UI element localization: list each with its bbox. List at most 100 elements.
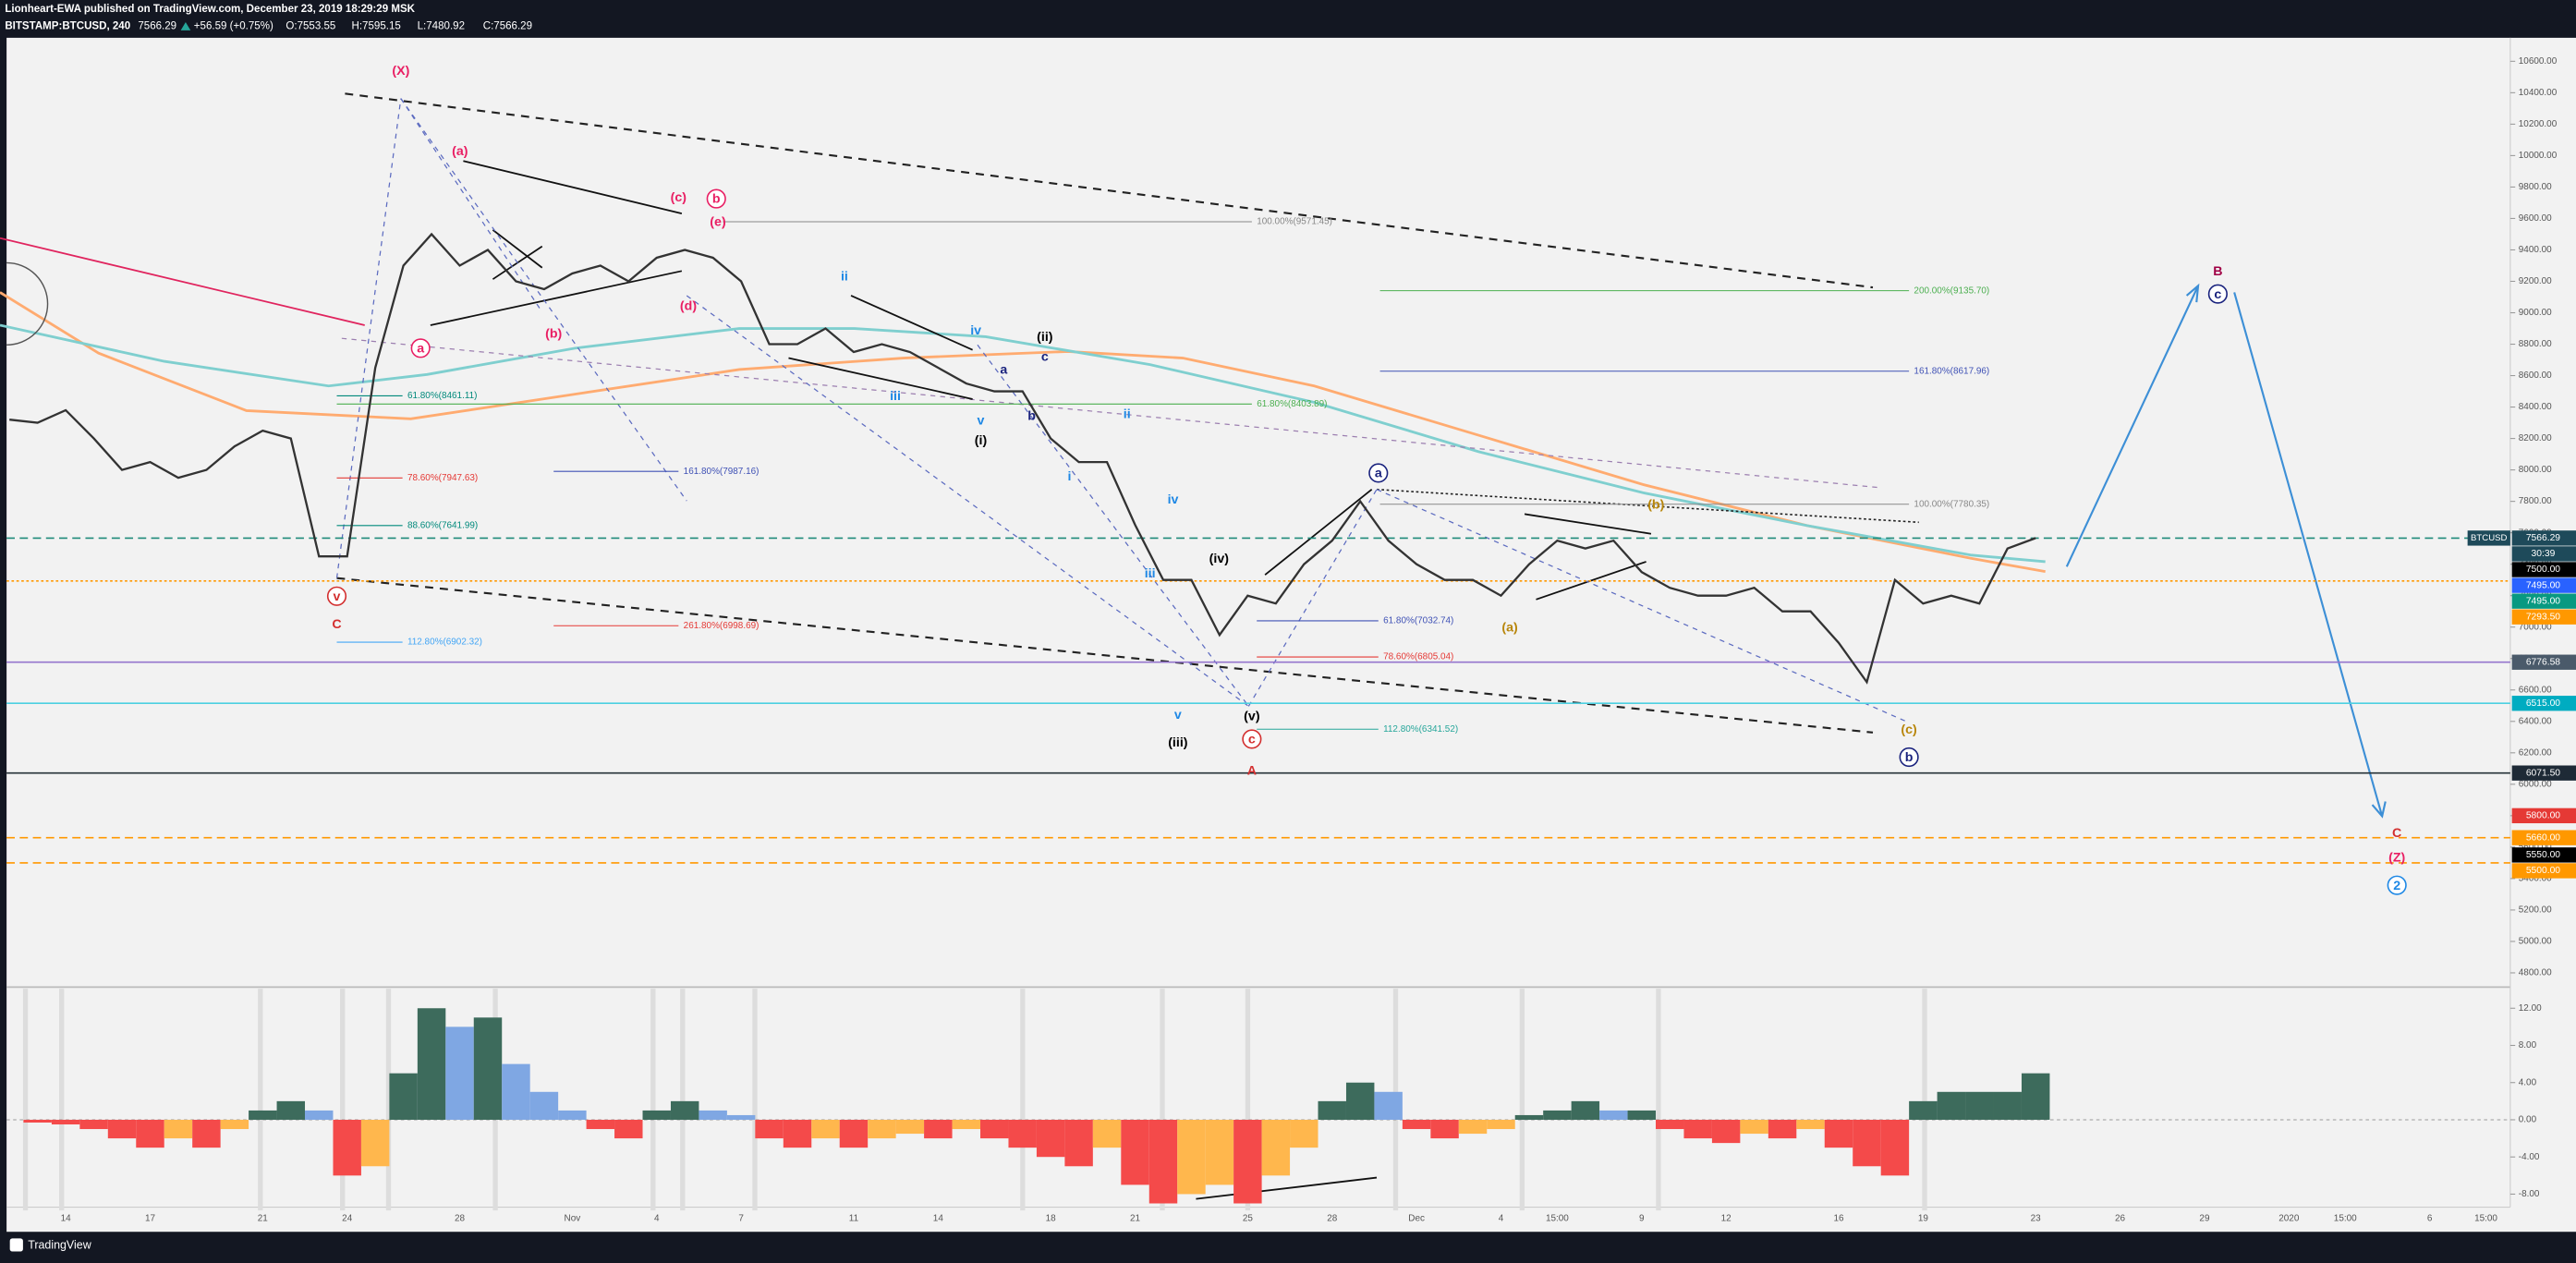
wave-label: b — [712, 192, 721, 207]
oscillator-bar — [1768, 1119, 1797, 1139]
wave-label: v — [1174, 708, 1182, 723]
wave-label: iii — [1145, 566, 1156, 581]
oscillator-bar — [2021, 1073, 2050, 1120]
oscillator-bar — [811, 1119, 840, 1139]
wave-label: A — [1247, 763, 1257, 778]
wave-label: c — [1041, 349, 1049, 364]
oscillator-bar — [23, 1119, 52, 1123]
wave-label: (X) — [392, 64, 409, 79]
wave-label: c — [1248, 733, 1256, 747]
price-tag — [2511, 562, 2576, 577]
oscillator-bar — [726, 1114, 756, 1120]
oscillator-bar — [1092, 1119, 1122, 1148]
session-band — [22, 989, 29, 1211]
x-tick-label: 17 — [145, 1214, 156, 1224]
session-band — [258, 989, 263, 1211]
x-tick-label: 6 — [2427, 1214, 2433, 1224]
wave-line — [1376, 489, 1910, 723]
wave-label: i — [1068, 469, 1072, 484]
trend-line — [0, 237, 365, 326]
wedge-line — [463, 160, 683, 214]
oscillator-bar — [924, 1119, 953, 1139]
publisher-line: Lionheart-EWA published on TradingView.c… — [5, 4, 415, 15]
x-tick-label: 14 — [61, 1214, 72, 1224]
symbol-tag-label: BTCUSD — [2471, 533, 2508, 543]
x-tick-label: 12 — [1721, 1214, 1732, 1224]
open: O:7553.55 — [286, 20, 335, 31]
projection-arrow — [2233, 292, 2384, 817]
oscillator-bar — [586, 1119, 615, 1130]
oscillator-bar — [1374, 1091, 1403, 1120]
session-band — [752, 989, 758, 1211]
fib-label: 161.80%(7987.16) — [684, 467, 759, 477]
session-circle — [6, 261, 49, 346]
y-tick-label: 5000.00 — [2519, 937, 2552, 947]
wedge-line — [1264, 489, 1373, 576]
fib-label: 61.80%(8461.11) — [407, 391, 478, 401]
low: L:7480.92 — [418, 20, 465, 31]
price-tag-label: 7495.00 — [2526, 580, 2560, 590]
y-tick-label: 4.00 — [2519, 1077, 2537, 1087]
price-tag-label: 5500.00 — [2526, 866, 2560, 876]
x-tick-label: 18 — [1046, 1214, 1057, 1224]
oscillator-bar — [1599, 1110, 1628, 1120]
session-band — [680, 989, 686, 1211]
wave-label: ii — [1124, 407, 1131, 422]
oscillator-bar — [1458, 1119, 1488, 1135]
x-tick-label: 23 — [2031, 1214, 2042, 1224]
y-tick-label: 5200.00 — [2519, 905, 2552, 916]
fib-label: 200.00%(9135.70) — [1914, 285, 1989, 296]
wave-label: C — [332, 617, 341, 632]
y-tick-label: 9600.00 — [2519, 213, 2552, 224]
price-tag-label: 7566.29 — [2526, 533, 2560, 543]
wave-circle — [326, 586, 347, 606]
y-tick-label: 6400.00 — [2519, 716, 2552, 726]
oscillator-bar — [1683, 1119, 1712, 1139]
wave-line — [977, 344, 1249, 707]
arrow-head — [2185, 283, 2200, 303]
wave-label: iv — [1168, 492, 1179, 507]
price-tag-label: 7293.50 — [2526, 612, 2560, 622]
y-tick-label: -8.00 — [2519, 1189, 2540, 1199]
price-tag-label: 7500.00 — [2526, 565, 2560, 575]
x-tick-label: 15:00 — [2334, 1214, 2357, 1224]
oscillator-bar — [1036, 1119, 1065, 1158]
oscillator-bar — [1177, 1119, 1206, 1195]
wave-label: (a) — [452, 144, 468, 159]
y-tick-label: 7000.00 — [2519, 622, 2552, 632]
projection-arrow — [2065, 285, 2200, 567]
oscillator-bar — [1543, 1110, 1572, 1120]
oscillator-bar — [839, 1119, 869, 1148]
fib-label: 100.00%(7780.35) — [1914, 499, 1989, 509]
oscillator-bar — [1796, 1119, 1825, 1130]
oscillator-bar — [1711, 1119, 1741, 1144]
wave-line — [335, 98, 402, 578]
wave-line — [400, 98, 543, 313]
x-tick-label: 19 — [1918, 1214, 1929, 1224]
oscillator-bar — [1121, 1119, 1149, 1185]
oscillator-bar — [79, 1119, 108, 1130]
oscillator-bar — [1993, 1091, 2022, 1120]
y-tick-label: 0.00 — [2519, 1115, 2537, 1125]
y-tick-label: 10400.00 — [2519, 88, 2558, 98]
oscillator-bar — [1261, 1119, 1291, 1176]
fib-label: 261.80%(6998.69) — [684, 621, 759, 631]
wave-label: (c) — [1901, 723, 1917, 737]
oscillator-bar — [558, 1110, 587, 1120]
price-tag — [2511, 847, 2576, 863]
y-tick-label: 8600.00 — [2519, 370, 2552, 381]
oscillator-bar — [1318, 1100, 1346, 1120]
oscillator-bar — [1853, 1119, 1881, 1167]
fib-label: 161.80%(8617.96) — [1914, 366, 1989, 376]
wave-line — [1247, 489, 1378, 707]
wave-label: C — [2392, 826, 2401, 841]
price-tag — [2511, 808, 2576, 824]
x-tick-label: 21 — [1130, 1214, 1141, 1224]
y-tick-label: 8400.00 — [2519, 402, 2552, 412]
oscillator-bar — [1487, 1119, 1515, 1130]
price-tag-label: 5660.00 — [2526, 832, 2560, 843]
oscillator-bar — [333, 1119, 361, 1176]
x-tick-label: 21 — [258, 1214, 269, 1224]
symbol-tag — [2467, 530, 2510, 546]
